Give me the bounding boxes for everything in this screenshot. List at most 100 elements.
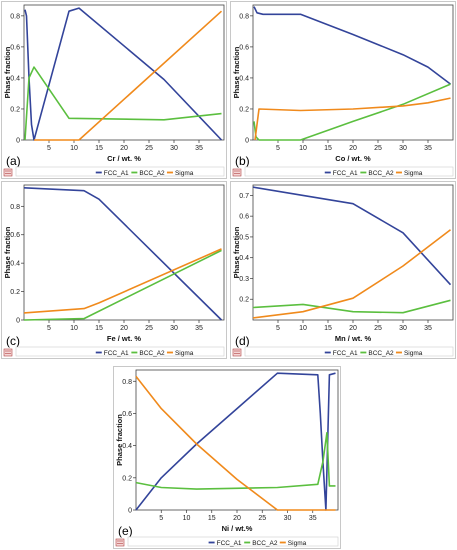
x-tick-label: 30 [170,325,178,332]
x-tick-label: 25 [374,145,382,152]
y-axis-label: Phase fraction [115,414,124,466]
y-tick-label: 0.3 [239,276,249,283]
x-tick-label: 15 [208,515,216,522]
plot-area [252,4,454,141]
y-tick-label: 0.7 [239,193,249,200]
legend-box [15,166,225,177]
legend-label-sigma: Sigma [404,170,423,177]
x-tick-label: 35 [195,325,203,332]
legend-label-sigma: Sigma [404,350,423,357]
y-tick-label: 0 [128,508,132,515]
x-tick-label: 30 [399,325,407,332]
panel-frame [230,181,456,359]
panel-frame [1,181,227,359]
legend-label-sigma: Sigma [175,350,194,357]
legend-toggle-icon [3,168,13,177]
y-tick-label: 0.4 [239,75,249,82]
series-line-bcc [135,431,336,490]
x-tick-label: 10 [183,515,191,522]
panel-label: (c) [6,334,20,348]
legend-label-fcc: FCC_A1 [217,540,242,547]
x-tick-label: 25 [145,145,153,152]
x-tick-label: 15 [95,145,103,152]
x-tick-label: 30 [170,145,178,152]
x-tick-label: 20 [349,325,357,332]
y-tick-label: 0.5 [239,234,249,241]
plot-area [23,184,225,321]
series-line-fcc [23,187,223,321]
legend-label-fcc: FCC_A1 [104,170,129,177]
y-axis-label: Phase fraction [3,226,12,278]
x-tick-label: 25 [258,515,266,522]
y-tick-label: 0.6 [122,411,132,418]
panel-frame [1,1,227,179]
chart-panel: 0 0.2 0.4 0.6 0.8 5 10 15 20 25 30 35 Phase fraction… [113,366,341,549]
x-tick-label: 30 [399,145,407,152]
y-tick-label: 0.8 [10,13,20,20]
panel-label: (a) [6,154,21,168]
y-tick-label: 0.2 [10,289,20,296]
legend-toggle-icon [3,348,13,357]
chart-panel: 0 0.2 0.4 0.6 0.8 5 10 15 20 25 30 35 Phase fraction… [1,181,227,359]
y-tick-label: 0.4 [10,261,20,268]
legend-box [15,346,225,357]
x-tick-label: 5 [47,145,51,152]
y-axis-label: Phase fraction [3,46,12,98]
y-tick-label: 0.8 [122,379,132,386]
x-tick-label: 20 [349,145,357,152]
x-tick-label: 5 [159,515,163,522]
chart-panel: 0 0.2 0.4 0.6 0.8 5 10 15 20 25 30 35 Phase fraction… [230,1,456,179]
x-tick-label: 10 [299,145,307,152]
x-tick-label: 10 [299,325,307,332]
y-tick-label: 0 [16,318,20,325]
series-line-bcc [23,249,222,321]
series-line-sigma [34,10,223,141]
series-line-sigma [252,229,451,319]
legend-label-bcc: BCC_A2 [368,350,394,357]
x-tick-label: 35 [424,325,432,332]
x-tick-label: 15 [324,145,332,152]
panel-label: (e) [118,524,133,538]
legend-box [244,346,454,357]
y-tick-label: 0.2 [239,106,249,113]
legend-toggle-icon [115,538,125,547]
y-tick-label: 0.8 [10,204,20,211]
x-axis-label: Ni / wt.% [222,524,253,533]
y-tick-label: 0.8 [239,13,249,20]
y-tick-label: 0.2 [10,106,20,113]
series-line-fcc [252,186,452,286]
series-line-bcc [252,299,451,314]
x-tick-label: 10 [70,145,78,152]
x-tick-label: 35 [424,145,432,152]
legend-label-bcc: BCC_A2 [139,350,165,357]
x-tick-label: 20 [120,145,128,152]
x-tick-label: 5 [47,325,51,332]
series-line-sigma [135,375,336,511]
series-line-fcc [135,372,336,511]
legend-label-fcc: FCC_A1 [333,170,358,177]
y-tick-label: 0.6 [239,44,249,51]
legend-toggle-icon [232,168,242,177]
series-line-sigma [254,97,451,141]
plot-area [135,369,339,511]
legend-box [244,166,454,177]
y-tick-label: 0.4 [239,255,249,262]
y-tick-label: 0.6 [10,44,20,51]
x-axis-label: Cr / wt. % [107,154,141,163]
y-tick-label: 0 [16,138,20,145]
y-tick-label: 0.2 [122,475,132,482]
y-tick-label: 0 [245,138,249,145]
x-axis-label: Co / wt. % [335,154,371,163]
x-tick-label: 5 [276,325,280,332]
x-tick-label: 25 [145,325,153,332]
chart-panel: 0.2 0.3 0.4 0.5 0.6 0.7 5 10 15 20 25 30 35 Phase fra… [230,181,456,359]
legend-label-sigma: Sigma [175,170,194,177]
legend-toggle-icon [232,348,242,357]
legend-label-bcc: BCC_A2 [252,540,278,547]
y-tick-label: 0.6 [10,232,20,239]
x-axis-label: Mn / wt. % [335,334,372,343]
x-axis-label: Fe / wt. % [107,334,142,343]
legend-box [127,536,339,547]
y-tick-label: 0.6 [239,214,249,221]
